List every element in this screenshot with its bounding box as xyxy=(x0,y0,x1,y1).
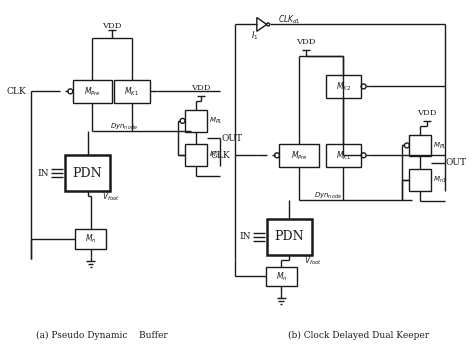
Bar xyxy=(185,110,207,132)
Bar xyxy=(267,219,312,255)
Text: $M_{P1}$: $M_{P1}$ xyxy=(433,140,447,150)
Text: $M_n$: $M_n$ xyxy=(275,270,287,283)
Bar xyxy=(266,267,297,286)
Bar xyxy=(410,169,431,191)
Text: VDD: VDD xyxy=(296,38,316,46)
Text: VDD: VDD xyxy=(102,22,122,30)
Text: $V_{foot}$: $V_{foot}$ xyxy=(102,191,120,203)
Text: PDN: PDN xyxy=(274,230,304,244)
Text: $M_{K2}$: $M_{K2}$ xyxy=(336,80,351,93)
Text: $M_{K1}$: $M_{K1}$ xyxy=(336,149,351,162)
Text: $M_{K1}$: $M_{K1}$ xyxy=(124,85,139,98)
Bar xyxy=(65,155,110,191)
Bar xyxy=(73,80,112,103)
Bar xyxy=(326,75,361,98)
Text: OUT: OUT xyxy=(221,134,242,143)
Text: $I_1$: $I_1$ xyxy=(251,30,259,43)
Text: $Dyn_{node}$: $Dyn_{node}$ xyxy=(110,122,138,132)
Bar xyxy=(185,144,207,166)
Text: $M_n$: $M_n$ xyxy=(85,233,96,245)
Text: VDD: VDD xyxy=(417,109,437,117)
Text: IN: IN xyxy=(38,169,49,178)
Bar xyxy=(75,229,106,249)
Text: $M_{n1}$: $M_{n1}$ xyxy=(433,175,447,185)
Text: PDN: PDN xyxy=(73,166,102,179)
Text: $M_{P1}$: $M_{P1}$ xyxy=(209,116,222,126)
Text: $V_{foot}$: $V_{foot}$ xyxy=(304,254,322,267)
Text: $M_{Pre}$: $M_{Pre}$ xyxy=(84,85,101,98)
Text: (a) Pseudo Dynamic    Buffer: (a) Pseudo Dynamic Buffer xyxy=(36,331,168,340)
Text: OUT: OUT xyxy=(446,158,467,167)
Bar xyxy=(326,143,361,167)
Text: VDD: VDD xyxy=(191,84,210,92)
Text: IN: IN xyxy=(239,232,251,242)
Bar xyxy=(114,80,150,103)
Text: $M_{n1}$: $M_{n1}$ xyxy=(209,150,222,161)
Bar xyxy=(280,143,319,167)
Text: $Dyn_{node}$: $Dyn_{node}$ xyxy=(314,191,342,201)
Text: CLK: CLK xyxy=(210,151,230,160)
Bar xyxy=(410,135,431,156)
Text: $CLK_{d1}$: $CLK_{d1}$ xyxy=(279,13,301,26)
Text: CLK: CLK xyxy=(7,87,27,96)
Text: $M_{Pre}$: $M_{Pre}$ xyxy=(291,149,308,162)
Text: (b) Clock Delayed Dual Keeper: (b) Clock Delayed Dual Keeper xyxy=(288,331,429,340)
